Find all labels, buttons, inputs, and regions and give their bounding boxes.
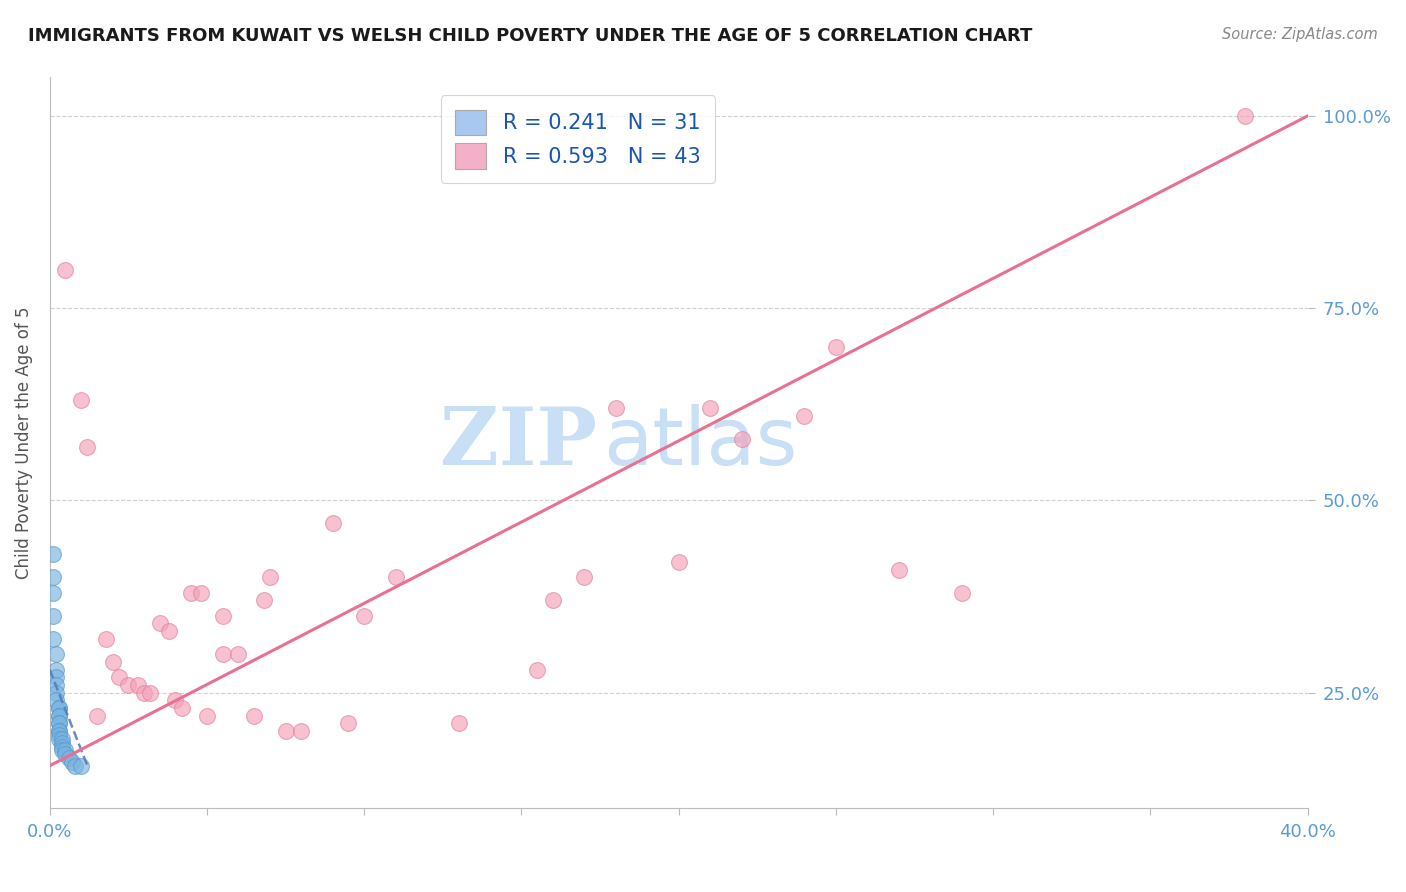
- Point: [51, 736, 73, 750]
- Legend: R = 0.241   N = 31, R = 0.593   N = 43: R = 0.241 N = 31, R = 0.593 N = 43: [440, 95, 716, 184]
- Point: [101, 655, 124, 669]
- Point: [55, 743, 77, 757]
- Point: [322, 516, 344, 531]
- Point: [668, 555, 690, 569]
- Point: [170, 701, 193, 715]
- Point: [195, 708, 218, 723]
- Point: [48, 716, 70, 731]
- Point: [48, 708, 70, 723]
- Point: [117, 678, 139, 692]
- Point: [70, 758, 93, 772]
- Point: [574, 570, 596, 584]
- Point: [211, 608, 233, 623]
- Point: [165, 693, 187, 707]
- Point: [76, 440, 98, 454]
- Point: [447, 716, 470, 731]
- Point: [211, 647, 233, 661]
- Text: Source: ZipAtlas.com: Source: ZipAtlas.com: [1222, 27, 1378, 42]
- Point: [243, 708, 266, 723]
- Point: [55, 262, 77, 277]
- Point: [60, 755, 83, 769]
- Point: [45, 693, 67, 707]
- Point: [48, 701, 70, 715]
- Point: [190, 585, 212, 599]
- Point: [58, 751, 80, 765]
- Point: [45, 686, 67, 700]
- Point: [290, 724, 312, 739]
- Point: [699, 401, 721, 416]
- Point: [541, 593, 564, 607]
- Point: [45, 647, 67, 661]
- Point: [127, 678, 149, 692]
- Point: [384, 570, 406, 584]
- Point: [48, 731, 70, 746]
- Point: [42, 570, 65, 584]
- Point: [48, 728, 70, 742]
- Text: ZIP: ZIP: [440, 404, 598, 482]
- Point: [353, 608, 375, 623]
- Point: [42, 585, 65, 599]
- Point: [825, 340, 848, 354]
- Point: [96, 632, 118, 646]
- Point: [259, 570, 281, 584]
- Point: [42, 547, 65, 561]
- Point: [1233, 109, 1256, 123]
- Point: [86, 708, 108, 723]
- Point: [48, 724, 70, 739]
- Point: [51, 731, 73, 746]
- Point: [793, 409, 815, 423]
- Point: [45, 678, 67, 692]
- Point: [950, 585, 973, 599]
- Text: atlas: atlas: [603, 404, 797, 482]
- Point: [70, 393, 93, 408]
- Point: [605, 401, 627, 416]
- Point: [139, 686, 162, 700]
- Point: [42, 632, 65, 646]
- Point: [48, 701, 70, 715]
- Point: [180, 585, 202, 599]
- Point: [48, 724, 70, 739]
- Point: [157, 624, 180, 639]
- Point: [132, 686, 155, 700]
- Point: [48, 708, 70, 723]
- Point: [42, 608, 65, 623]
- Point: [228, 647, 250, 661]
- Point: [252, 593, 274, 607]
- Point: [337, 716, 360, 731]
- Text: IMMIGRANTS FROM KUWAIT VS WELSH CHILD POVERTY UNDER THE AGE OF 5 CORRELATION CHA: IMMIGRANTS FROM KUWAIT VS WELSH CHILD PO…: [28, 27, 1032, 45]
- Point: [63, 758, 86, 772]
- Point: [48, 716, 70, 731]
- Point: [51, 743, 73, 757]
- Point: [108, 670, 131, 684]
- Point: [45, 670, 67, 684]
- Point: [730, 432, 752, 446]
- Point: [55, 747, 77, 762]
- Y-axis label: Child Poverty Under the Age of 5: Child Poverty Under the Age of 5: [15, 307, 32, 579]
- Point: [887, 563, 910, 577]
- Point: [274, 724, 297, 739]
- Point: [51, 739, 73, 754]
- Point: [526, 663, 548, 677]
- Point: [149, 616, 172, 631]
- Point: [45, 663, 67, 677]
